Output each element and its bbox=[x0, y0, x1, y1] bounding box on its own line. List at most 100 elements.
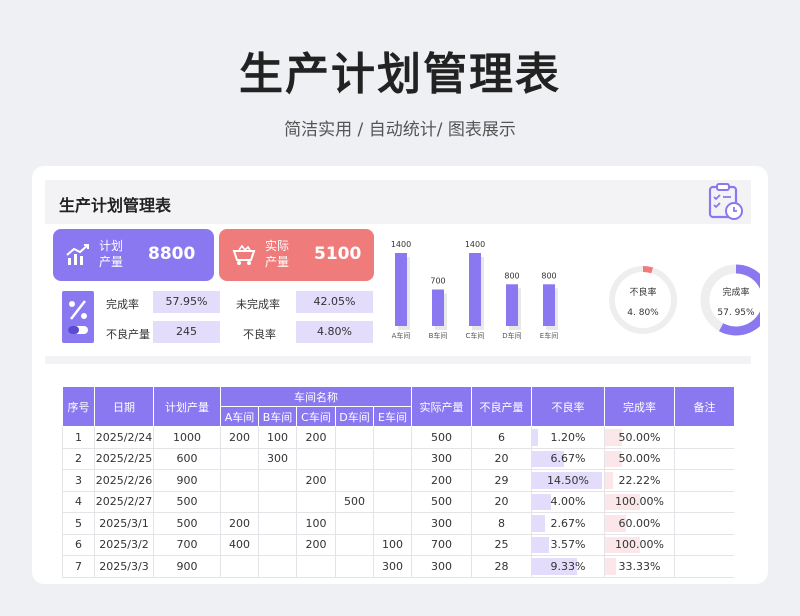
cell-note bbox=[674, 512, 734, 535]
cell-defect-rate: 2.67% bbox=[531, 512, 605, 535]
header-actual: 实际产量 bbox=[411, 386, 472, 427]
cell-shop-e bbox=[373, 426, 412, 449]
plan-output-label: 计划产量 bbox=[99, 239, 124, 269]
completion-label: 完成率 bbox=[106, 298, 139, 311]
cell-completion-text: 100.00% bbox=[615, 538, 664, 552]
cell-shop-b bbox=[258, 555, 297, 578]
defect-rate-label: 不良率 bbox=[243, 328, 276, 341]
panel-header: 生产计划管理表 bbox=[45, 180, 751, 224]
actual-output-label: 实际产量 bbox=[265, 239, 290, 269]
bar-category-label: D车间 bbox=[502, 331, 521, 340]
header-shop-d: D车间 bbox=[335, 406, 374, 427]
cell-shop-b bbox=[258, 512, 297, 535]
cell-defect-rate: 4.00% bbox=[531, 490, 605, 513]
cell-actual: 300 bbox=[411, 555, 472, 578]
cell-shop-e bbox=[373, 469, 412, 492]
cell-completion: 50.00% bbox=[604, 426, 675, 449]
cell-completion-bar bbox=[605, 472, 613, 489]
cell-completion-text: 33.33% bbox=[618, 559, 661, 573]
defect-rate-value: 4.80% bbox=[296, 321, 373, 343]
cell-defect-qty: 29 bbox=[471, 469, 532, 492]
completion-value: 57.95% bbox=[153, 291, 220, 313]
cell-defect-rate-text: 4.00% bbox=[550, 495, 586, 509]
cell-shop-a bbox=[220, 447, 259, 470]
cell-shop-a bbox=[220, 555, 259, 578]
cell-defect-rate-bar bbox=[532, 536, 550, 553]
bar-category-label: E车间 bbox=[540, 331, 558, 340]
cell-shop-d bbox=[335, 447, 374, 470]
header-shop-b: B车间 bbox=[258, 406, 297, 427]
cell-shop-a: 200 bbox=[220, 426, 259, 449]
cell-shop-a: 400 bbox=[220, 533, 259, 556]
cell-shop-b bbox=[258, 469, 297, 492]
cell-completion-text: 100.00% bbox=[615, 495, 664, 509]
cell-actual: 200 bbox=[411, 469, 472, 492]
cell-defect-rate: 14.50% bbox=[531, 469, 605, 492]
cell-defect-rate: 3.57% bbox=[531, 533, 605, 556]
cell-shop-c bbox=[296, 490, 336, 513]
cell-completion-bar bbox=[605, 493, 640, 510]
cell-plan: 900 bbox=[153, 555, 221, 578]
bar-3 bbox=[506, 284, 518, 326]
cell-plan: 600 bbox=[153, 447, 221, 470]
cell-defect-rate-bar bbox=[532, 429, 538, 446]
cell-defect-rate: 1.20% bbox=[531, 426, 605, 449]
cell-note bbox=[674, 555, 734, 578]
header-shop-c: C车间 bbox=[296, 406, 336, 427]
plan-output-value: 8800 bbox=[148, 244, 196, 264]
production-table-wrap: 序号 日期 计划产量 车间名称 实际产量 不良产量 不良率 完成率 备注 A车间… bbox=[62, 386, 734, 584]
header-completion: 完成率 bbox=[604, 386, 675, 427]
bar-value-label: 800 bbox=[504, 271, 519, 280]
cell-seq: 5 bbox=[62, 512, 95, 535]
cell-defect-rate-bar bbox=[532, 515, 545, 532]
cell-shop-d bbox=[335, 469, 374, 492]
cell-shop-a: 200 bbox=[220, 512, 259, 535]
cell-shop-a bbox=[220, 490, 259, 513]
clipboard-clock-icon bbox=[708, 183, 743, 220]
donut-track-1 bbox=[609, 266, 677, 334]
cell-actual: 700 bbox=[411, 533, 472, 556]
cell-completion: 50.00% bbox=[604, 447, 675, 470]
cell-defect-rate-text: 14.50% bbox=[547, 473, 589, 487]
cell-actual: 300 bbox=[411, 447, 472, 470]
cell-shop-c: 200 bbox=[296, 426, 336, 449]
defect-qty-value: 245 bbox=[153, 321, 220, 343]
cell-seq: 4 bbox=[62, 490, 95, 513]
cell-shop-d bbox=[335, 512, 374, 535]
header-defect-rate: 不良率 bbox=[531, 386, 605, 427]
cell-note bbox=[674, 469, 734, 492]
cell-defect-rate-text: 3.57% bbox=[550, 538, 586, 552]
cell-completion-bar bbox=[605, 558, 617, 575]
production-table: 序号 日期 计划产量 车间名称 实际产量 不良产量 不良率 完成率 备注 A车间… bbox=[62, 386, 734, 578]
cell-defect-qty: 20 bbox=[471, 447, 532, 470]
cell-shop-d bbox=[335, 533, 374, 556]
cell-completion-text: 50.00% bbox=[618, 430, 661, 444]
cell-shop-d bbox=[335, 426, 374, 449]
header-plan: 计划产量 bbox=[153, 386, 221, 427]
bar-category-label: B车间 bbox=[429, 331, 448, 340]
donut-arc-2 bbox=[719, 264, 760, 336]
cell-defect-rate-text: 9.33% bbox=[550, 559, 586, 573]
cell-plan: 700 bbox=[153, 533, 221, 556]
cell-completion-bar bbox=[605, 429, 623, 446]
cell-defect-rate: 6.67% bbox=[531, 447, 605, 470]
table-row: 6 2025/3/2 700 400 200 100 700 25 3.57% 100.00% bbox=[62, 533, 734, 556]
cell-defect-rate: 9.33% bbox=[531, 555, 605, 578]
cell-note bbox=[674, 426, 734, 449]
hero-subtitle: 简洁实用 / 自动统计/ 图表展示 bbox=[284, 120, 516, 140]
cell-shop-c bbox=[296, 447, 336, 470]
cell-defect-rate-bar bbox=[532, 493, 552, 510]
table-row: 7 2025/3/3 900 300 300 28 9.33% 33.33% bbox=[62, 555, 734, 578]
table-row: 4 2025/2/27 500 500 500 20 4.00% 100.00% bbox=[62, 490, 734, 513]
cell-defect-rate-bar bbox=[532, 450, 565, 467]
bar-1 bbox=[432, 289, 444, 326]
cell-defect-qty: 6 bbox=[471, 426, 532, 449]
percent-icon bbox=[62, 291, 94, 343]
cart-icon bbox=[232, 244, 256, 265]
actual-output-value: 5100 bbox=[314, 244, 362, 264]
bar-value-label: 1400 bbox=[391, 240, 411, 249]
table-row: 5 2025/3/1 500 200 100 300 8 2.67% 60.00% bbox=[62, 512, 734, 535]
cell-defect-qty: 28 bbox=[471, 555, 532, 578]
cell-date: 2025/2/25 bbox=[94, 447, 154, 470]
header-shop-a: A车间 bbox=[220, 406, 259, 427]
